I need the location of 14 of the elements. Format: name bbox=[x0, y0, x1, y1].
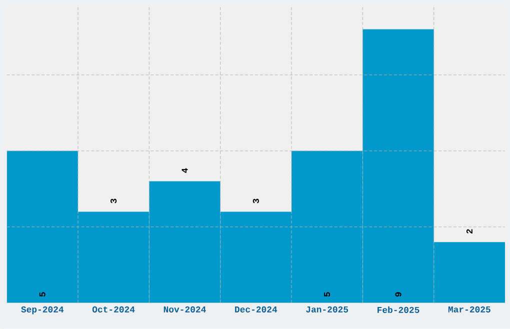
x-tick-label: Sep-2024 bbox=[21, 306, 64, 314]
data-label: 4 bbox=[182, 168, 188, 174]
data-label: 5 bbox=[324, 292, 330, 297]
data-label: 9 bbox=[395, 292, 402, 297]
data-label: 3 bbox=[110, 198, 117, 204]
x-tick-label: Dec-2024 bbox=[235, 306, 278, 313]
data-label: 3 bbox=[252, 198, 259, 204]
x-tick-label: Feb-2025 bbox=[378, 306, 420, 314]
x-tick-label: Mar-2025 bbox=[448, 306, 490, 313]
x-tick-label: Jan-2025 bbox=[306, 306, 348, 313]
x-tick-label: Oct-2024 bbox=[92, 306, 135, 313]
data-label: 2 bbox=[466, 229, 472, 234]
x-tick-label: Nov-2024 bbox=[164, 306, 206, 313]
data-label: 5 bbox=[39, 292, 46, 297]
